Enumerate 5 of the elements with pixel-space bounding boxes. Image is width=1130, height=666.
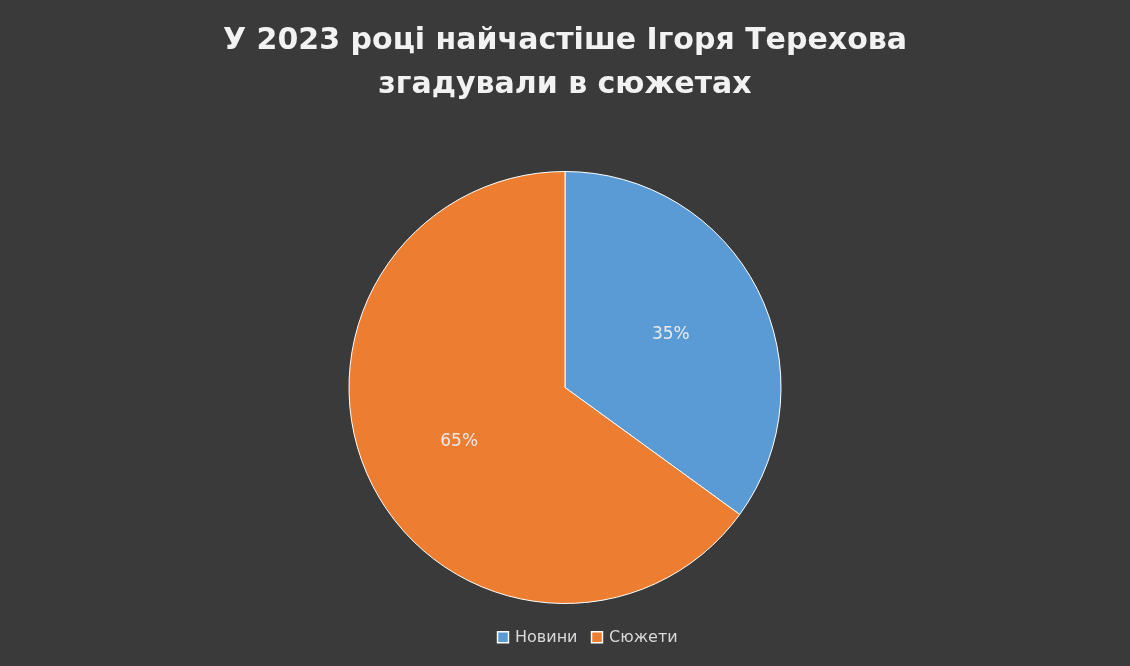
data-label: 35%	[651, 322, 690, 343]
legend-label: Новини	[515, 627, 578, 647]
chart-title: У 2023 році найчастіше Ігоря Терехова згадували в сюжетах	[223, 21, 907, 100]
legend-label: Сюжети	[609, 627, 678, 647]
data-label: 65%	[440, 430, 479, 451]
